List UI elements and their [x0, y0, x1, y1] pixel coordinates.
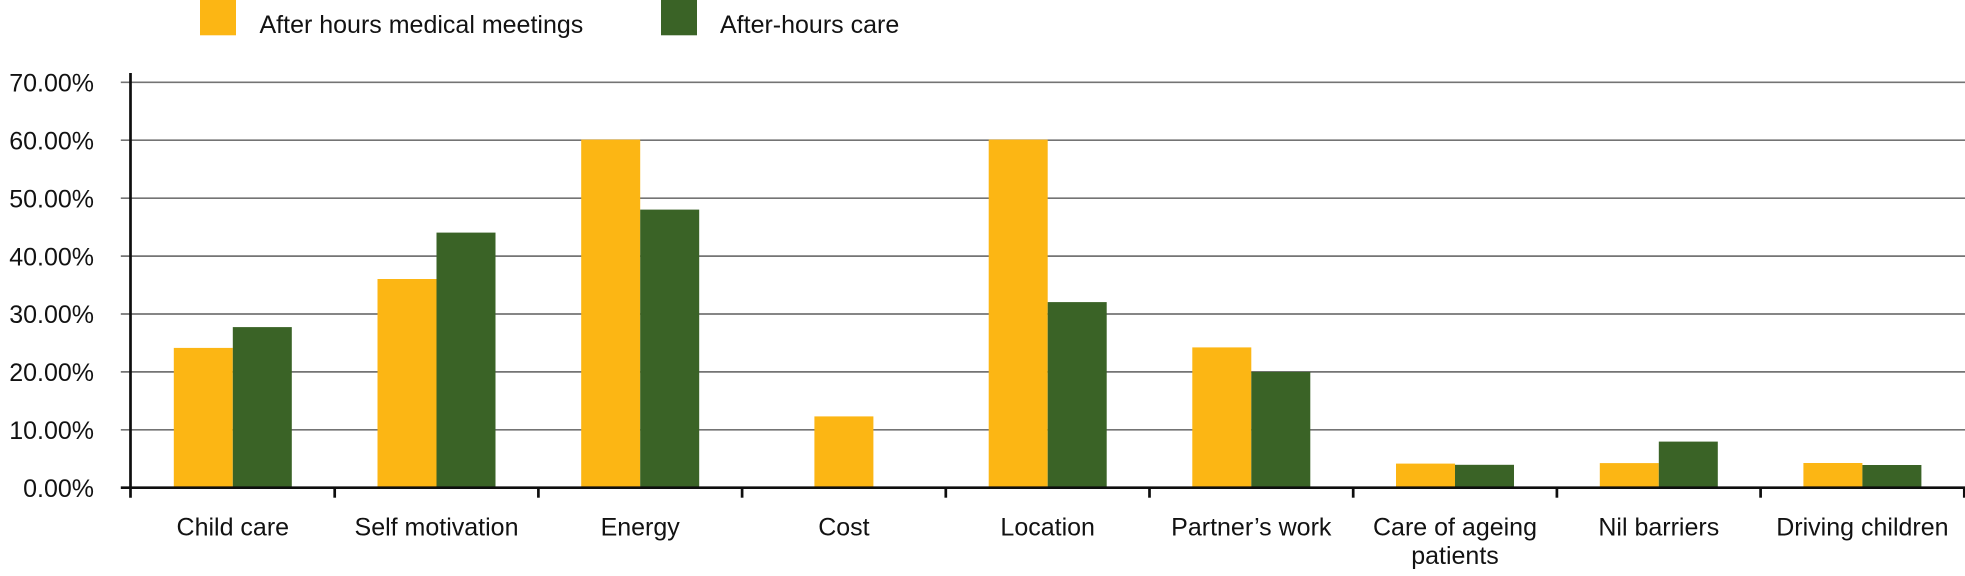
svg-text:Driving children: Driving children: [1776, 514, 1948, 542]
svg-text:Location: Location: [1000, 514, 1095, 542]
svg-text:Self motivation: Self motivation: [355, 514, 519, 542]
svg-text:30.00%: 30.00%: [9, 301, 94, 329]
svg-text:Energy: Energy: [601, 514, 681, 542]
svg-text:After-hours care: After-hours care: [720, 11, 899, 39]
svg-text:After hours medical meetings: After hours medical meetings: [260, 11, 584, 39]
svg-text:Cost: Cost: [818, 514, 869, 542]
svg-text:10.00%: 10.00%: [9, 417, 94, 445]
svg-text:0.00%: 0.00%: [23, 475, 94, 503]
svg-text:50.00%: 50.00%: [9, 185, 94, 213]
svg-text:70.00%: 70.00%: [9, 70, 94, 98]
svg-text:patients: patients: [1411, 542, 1499, 570]
svg-text:Care of ageing: Care of ageing: [1373, 514, 1537, 542]
svg-text:Partner’s work: Partner’s work: [1171, 514, 1332, 542]
svg-text:Nil barriers: Nil barriers: [1598, 514, 1719, 542]
svg-text:Child care: Child care: [177, 514, 290, 542]
svg-text:40.00%: 40.00%: [9, 243, 94, 271]
svg-text:60.00%: 60.00%: [9, 127, 94, 155]
svg-text:20.00%: 20.00%: [9, 359, 94, 387]
